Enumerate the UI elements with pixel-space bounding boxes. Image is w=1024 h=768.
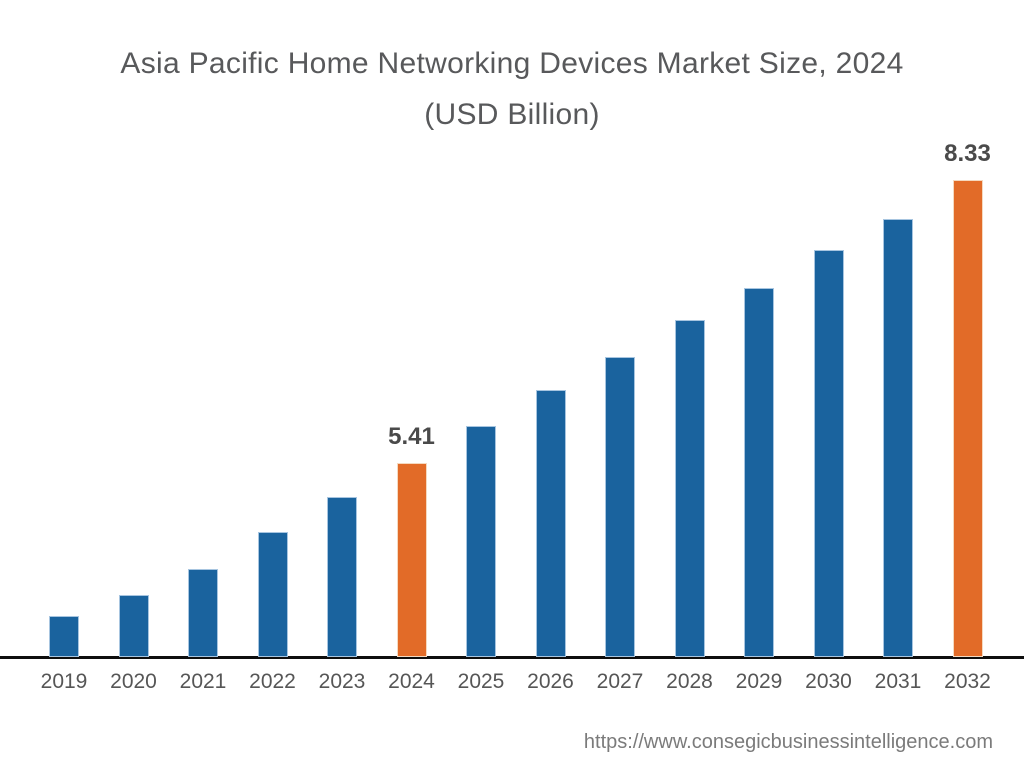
x-tick-2026: 2026 bbox=[527, 670, 574, 693]
bar-2022 bbox=[257, 532, 288, 657]
data-label-2032: 8.33 bbox=[944, 140, 991, 167]
bar-2020 bbox=[118, 595, 149, 657]
chart-title-line2: (USD Billion) bbox=[424, 98, 600, 131]
x-tick-2029: 2029 bbox=[735, 670, 783, 693]
bar-2021 bbox=[188, 569, 218, 657]
x-tick-2019: 2019 bbox=[40, 670, 88, 693]
x-tick-2031: 2031 bbox=[874, 670, 922, 693]
x-tick-2027: 2027 bbox=[596, 670, 644, 693]
x-tick-2028: 2028 bbox=[666, 670, 713, 693]
bar-2030 bbox=[813, 250, 844, 657]
source-url: https://www.consegicbusinessintelligence… bbox=[583, 731, 993, 753]
bar-2031 bbox=[883, 219, 913, 657]
bar-2026 bbox=[535, 390, 566, 657]
x-tick-2020: 2020 bbox=[110, 670, 157, 693]
x-tick-2023: 2023 bbox=[318, 670, 366, 693]
bar-2029 bbox=[744, 288, 774, 657]
bar-2025 bbox=[466, 426, 496, 657]
chart-title-line1: Asia Pacific Home Networking Devices Mar… bbox=[120, 47, 904, 80]
bar-2032 bbox=[952, 180, 983, 657]
bar-2019 bbox=[49, 616, 79, 657]
data-label-2024: 5.41 bbox=[388, 423, 435, 450]
x-tick-2021: 2021 bbox=[179, 670, 227, 693]
x-tick-2030: 2030 bbox=[805, 670, 852, 693]
x-tick-2022: 2022 bbox=[249, 670, 296, 693]
bar-2028 bbox=[674, 320, 705, 657]
x-tick-2024: 2024 bbox=[388, 670, 435, 693]
x-axis-line bbox=[0, 656, 1024, 659]
bar-2027 bbox=[605, 357, 635, 657]
bar-2024 bbox=[396, 463, 427, 657]
x-tick-2032: 2032 bbox=[944, 670, 991, 693]
bar-2023 bbox=[327, 497, 357, 657]
x-tick-2025: 2025 bbox=[457, 670, 505, 693]
chart-title: Asia Pacific Home Networking Devices Mar… bbox=[0, 38, 1024, 140]
